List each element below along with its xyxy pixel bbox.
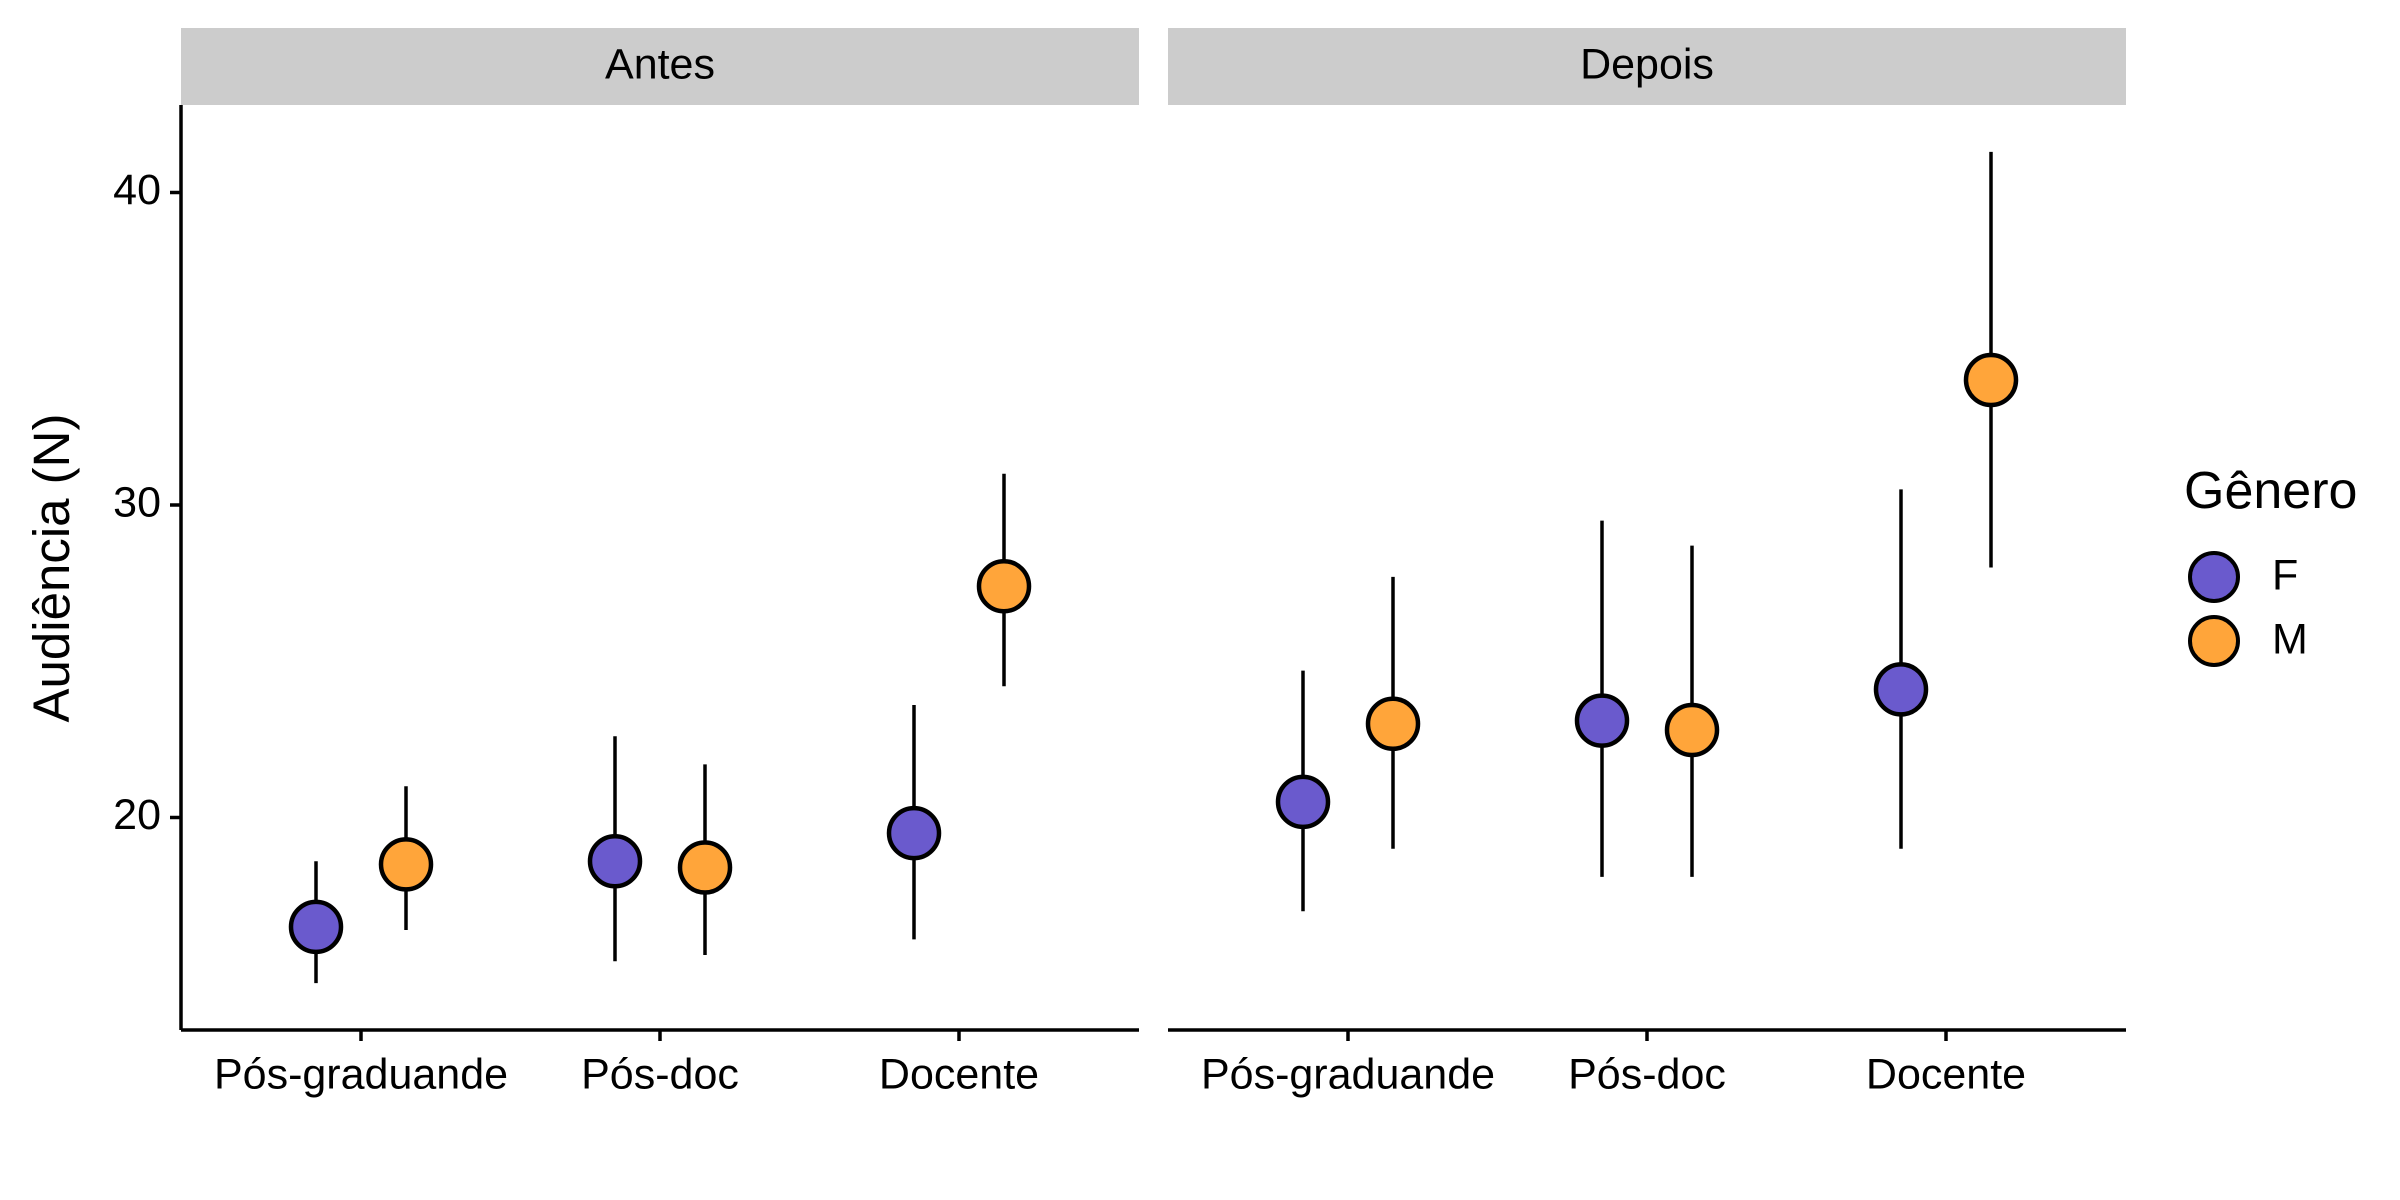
x-tick-label-1-1: Pós-graduande: [214, 1050, 508, 1098]
point-antes-f-3: [886, 805, 942, 861]
y-tick-label-40: 40: [113, 166, 161, 214]
legend: Gênero F M: [2184, 462, 2357, 667]
y-tick-label-20: 20: [113, 791, 161, 839]
point-depois-f-3: [1873, 662, 1929, 717]
facet-strip-2: Depois: [1168, 28, 2126, 105]
x-tick-label-2-2: Pós-doc: [1568, 1050, 1726, 1098]
facet-strip-2-background: [1168, 28, 2126, 105]
point-antes-m-3: [976, 559, 1032, 614]
y-axis-title: Audiência (N): [23, 414, 80, 723]
x-tick-label-2-1: Pós-graduande: [1201, 1050, 1495, 1098]
x-tick-label-1-3: Docente: [879, 1050, 1039, 1098]
x-tick-label-1-2: Pós-doc: [581, 1050, 739, 1098]
point-antes-m-2: [677, 840, 733, 895]
legend-key-m: [2188, 615, 2240, 667]
point-antes-m-1: [378, 837, 434, 892]
facet-strip-2-label: Depois: [1580, 40, 1714, 88]
axes-layer: 20 30 40 Pós-graduande Pós-doc Docente Pós-gra…: [113, 105, 2126, 1098]
point-depois-m-2: [1664, 702, 1720, 758]
facet-strip-1-background: [181, 28, 1139, 105]
point-antes-f-1: [288, 899, 344, 955]
y-tick-label-30: 30: [113, 478, 161, 526]
marks-layer: [288, 151, 2019, 984]
point-depois-m-3: [1963, 352, 2019, 408]
legend-title: Gênero: [2184, 462, 2357, 520]
point-depois-f-2: [1574, 693, 1630, 748]
point-antes-f-2: [587, 834, 643, 889]
legend-key-f: [2188, 551, 2240, 603]
x-tick-label-2-3: Docente: [1866, 1050, 2026, 1098]
legend-label-f: F: [2272, 551, 2298, 599]
facet-strip-1-label: Antes: [605, 40, 715, 88]
legend-label-m: M: [2272, 615, 2308, 663]
facet-strip-1: Antes: [181, 28, 1139, 105]
point-depois-m-1: [1365, 696, 1421, 751]
point-depois-f-1: [1275, 774, 1331, 830]
